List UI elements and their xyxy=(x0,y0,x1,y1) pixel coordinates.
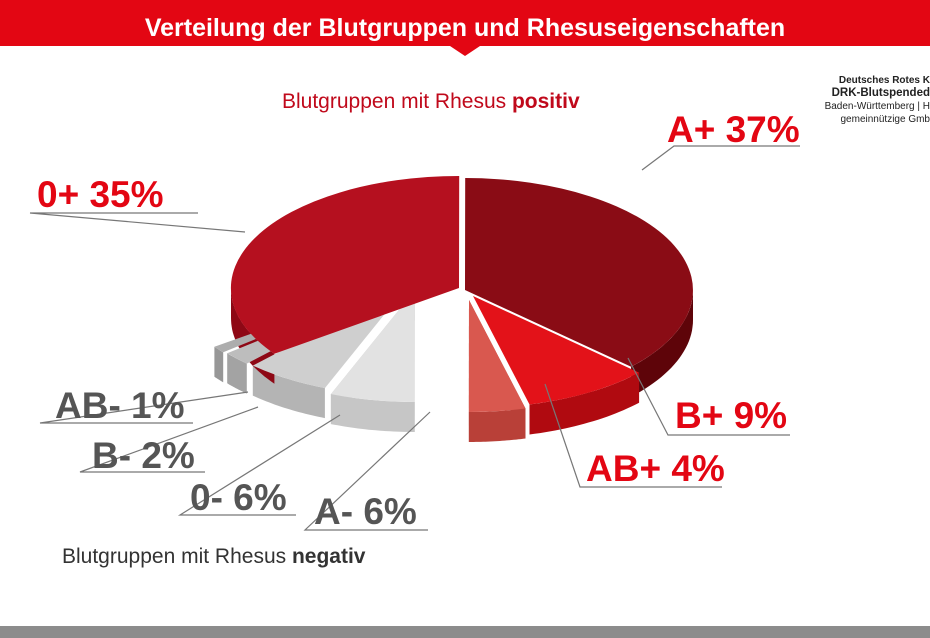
leader-line-a-pos xyxy=(641,145,800,171)
slice-a-neg xyxy=(330,290,415,402)
caption-positive-bold: positiv xyxy=(511,90,580,113)
org-line-3: Baden-Württemberg | H xyxy=(824,101,930,112)
org-line-1: Deutsches Rotes K xyxy=(838,75,930,86)
slice-label-ab-pos: AB+ 4% xyxy=(586,448,725,489)
slice-side-a-pos xyxy=(631,290,693,397)
label-leaders xyxy=(29,145,800,531)
slice-label-a-pos: A+ 37% xyxy=(667,109,800,150)
slice-side-a-neg xyxy=(330,394,415,432)
pie-tops xyxy=(214,175,693,412)
slice-label-b-neg: B- 2% xyxy=(92,435,195,476)
footer-bar xyxy=(0,626,930,638)
leader-line-b-pos xyxy=(627,357,790,436)
slice-side-ab-pos xyxy=(468,408,526,442)
banner-shape xyxy=(0,0,930,56)
slice-label-0-neg: 0- 6% xyxy=(190,477,287,518)
caption-negative-prefix: Blutgruppen mit Rhesus xyxy=(62,545,292,568)
caption-negative: Blutgruppen mit Rhesus negativ xyxy=(62,545,366,569)
slice-side-ab-neg xyxy=(214,346,224,383)
slice-side-b-neg xyxy=(227,353,247,394)
organization-block: Deutsches Rotes K DRK-Blutspended Baden-… xyxy=(825,74,930,126)
slice-b-pos xyxy=(473,296,640,405)
leader-line-b-neg xyxy=(79,406,259,473)
slice-label-ab-neg: AB- 1% xyxy=(55,385,185,426)
page-title: Verteilung der Blutgruppen und Rhesuseig… xyxy=(144,14,786,42)
slice-label-0-pos: 0+ 35% xyxy=(37,174,164,215)
leader-line-a-neg xyxy=(303,411,431,531)
slice-label-a-neg: A- 6% xyxy=(314,491,417,532)
leader-line-0-neg xyxy=(177,414,341,516)
slice-ab-pos xyxy=(468,300,526,412)
caption-negative-bold: negativ xyxy=(291,545,366,568)
leader-line-0-pos xyxy=(29,212,246,233)
header-banner xyxy=(0,0,930,56)
slice-label-b-pos: B+ 9% xyxy=(675,395,788,436)
slice-a-pos xyxy=(465,178,693,367)
org-line-2: DRK-Blutspended xyxy=(831,87,930,99)
caption-positive-prefix: Blutgruppen mit Rhesus xyxy=(282,90,512,113)
slice-0-pos xyxy=(230,175,460,354)
caption-positive: Blutgruppen mit Rhesus positiv xyxy=(282,90,580,114)
leader-line-ab-pos xyxy=(544,383,722,488)
org-line-4: gemeinnützige Gmb xyxy=(840,114,930,125)
leader-line-ab-neg xyxy=(39,391,249,424)
